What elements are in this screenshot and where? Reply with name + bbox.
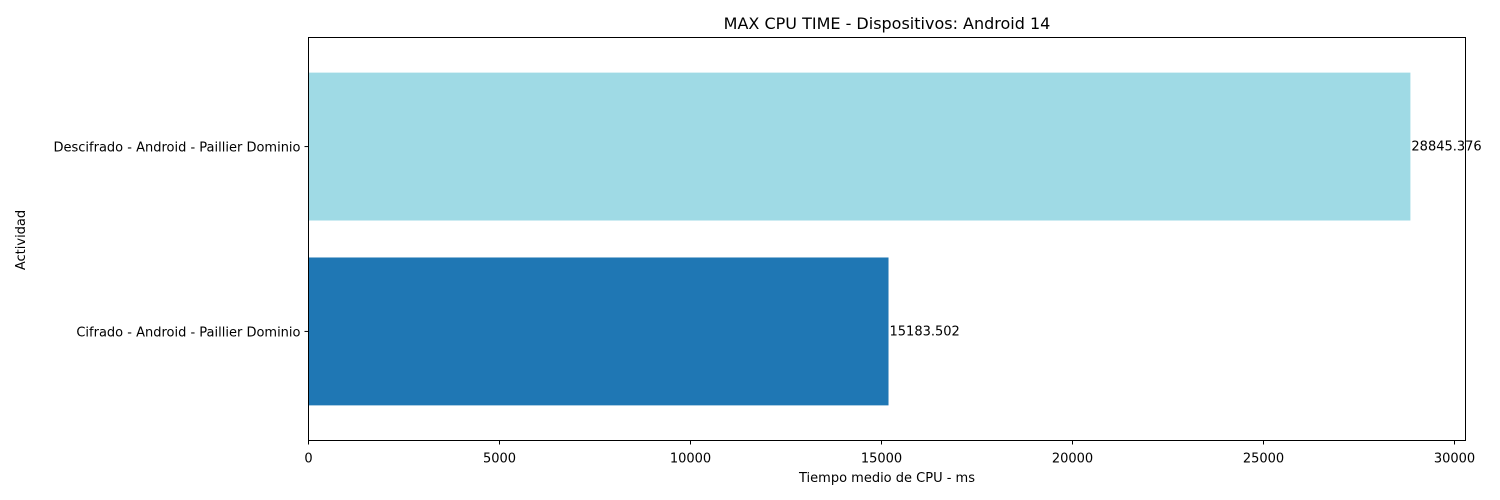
bar-1 — [308, 72, 1411, 221]
chart-title: MAX CPU TIME - Dispositivos: Android 14 — [724, 14, 1051, 33]
bar-0 — [308, 257, 889, 406]
x-tick-label-5: 25000 — [1243, 452, 1284, 467]
y-axis-label: Actividad — [14, 210, 29, 270]
plot-frame — [308, 37, 1466, 441]
x-tick-label-6: 30000 — [1434, 452, 1475, 467]
y-tick-label-0: Cifrado - Android - Paillier Dominio — [76, 325, 300, 340]
data-labels-group: 15183.502 28845.376 — [890, 140, 1482, 340]
bar-value-label-0: 15183.502 — [890, 324, 960, 339]
x-tick-label-1: 5000 — [483, 452, 516, 467]
bar-value-label-1: 28845.376 — [1411, 140, 1481, 155]
y-tick-label-1: Descifrado - Android - Paillier Dominio — [54, 141, 301, 156]
y-axis-ticks: Cifrado - Android - Paillier Dominio Desc… — [54, 141, 309, 340]
x-tick-label-3: 15000 — [861, 452, 902, 467]
x-axis-ticks: 0 5000 10000 15000 20000 25000 30000 — [304, 440, 1475, 467]
bars-group — [308, 72, 1411, 406]
x-tick-label-2: 10000 — [670, 452, 711, 467]
x-tick-label-4: 20000 — [1052, 452, 1093, 467]
x-tick-label-0: 0 — [304, 452, 312, 467]
x-axis-label: Tiempo medio de CPU - ms — [798, 471, 975, 486]
